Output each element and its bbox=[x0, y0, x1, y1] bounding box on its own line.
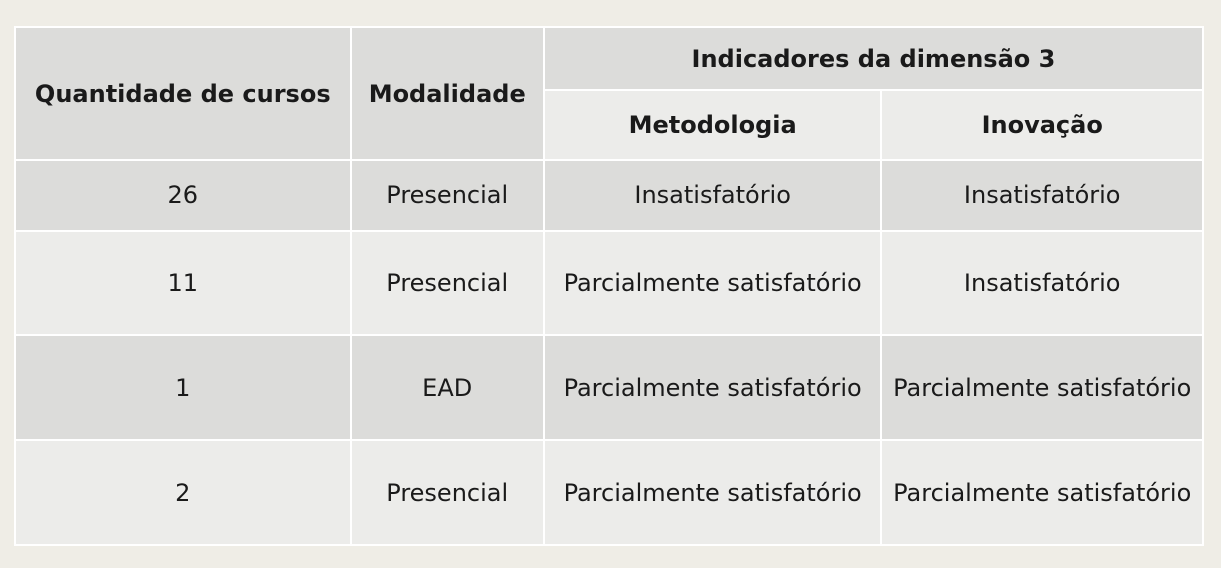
table-row: 1 EAD Parcialmente satisfatório Parcialm… bbox=[14, 334, 1204, 442]
cell-modality: EAD bbox=[349, 334, 545, 442]
cell-methodology: Insatisfatório bbox=[542, 159, 883, 232]
cell-modality: Presencial bbox=[349, 229, 545, 337]
cell-innovation: Insatisfatório bbox=[880, 159, 1204, 232]
cell-methodology: Parcialmente satisfatório bbox=[542, 439, 883, 546]
cell-quantity: 1 bbox=[14, 334, 352, 442]
header-indicators-group: Indicadores da dimensão 3 bbox=[542, 26, 1205, 91]
cell-quantity: 11 bbox=[14, 229, 352, 337]
cell-modality: Presencial bbox=[349, 439, 545, 546]
cell-modality: Presencial bbox=[349, 159, 545, 232]
table-row: 11 Presencial Parcialmente satisfatório … bbox=[14, 229, 1204, 337]
header-quantity: Quantidade de cursos bbox=[14, 26, 352, 161]
header-modality: Modalidade bbox=[349, 26, 545, 161]
cell-innovation: Parcialmente satisfatório bbox=[880, 439, 1204, 546]
cell-innovation: Insatisfatório bbox=[880, 229, 1204, 337]
header-methodology: Metodologia bbox=[542, 89, 883, 161]
cell-quantity: 2 bbox=[14, 439, 352, 546]
header-row-top: Quantidade de cursos Modalidade Indicado… bbox=[14, 26, 1205, 161]
cell-quantity: 26 bbox=[14, 159, 352, 232]
cell-methodology: Parcialmente satisfatório bbox=[542, 229, 883, 337]
header-innovation: Inovação bbox=[880, 89, 1204, 161]
courses-indicators-table: Quantidade de cursos Modalidade Indicado… bbox=[14, 26, 1205, 546]
cell-innovation: Parcialmente satisfatório bbox=[880, 334, 1204, 442]
table-row: 2 Presencial Parcialmente satisfatório P… bbox=[14, 439, 1204, 546]
header-row-sub: Metodologia Inovação bbox=[15, 89, 1204, 161]
cell-methodology: Parcialmente satisfatório bbox=[542, 334, 883, 442]
table-frame: Quantidade de cursos Modalidade Indicado… bbox=[14, 26, 1205, 546]
table-row: 26 Presencial Insatisfatório Insatisfató… bbox=[14, 159, 1204, 232]
